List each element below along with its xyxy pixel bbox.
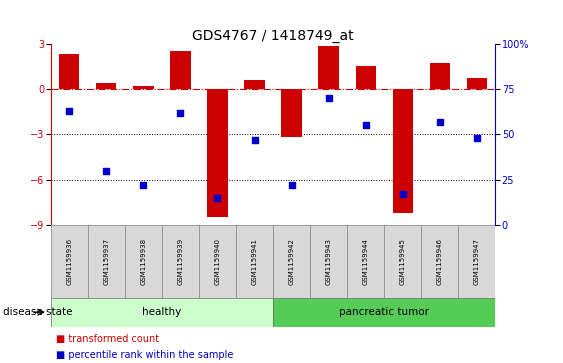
Point [472, 135, 481, 141]
Bar [244, 80, 265, 89]
Bar [458, 225, 495, 298]
Bar [170, 51, 191, 89]
Text: GSM1159946: GSM1159946 [437, 238, 443, 285]
Text: GSM1159947: GSM1159947 [474, 238, 480, 285]
Text: ■ percentile rank within the sample: ■ percentile rank within the sample [56, 350, 234, 360]
Bar [467, 78, 487, 89]
Bar [273, 298, 495, 327]
Point [324, 95, 333, 101]
Bar [162, 225, 199, 298]
Bar [59, 54, 79, 89]
Bar [384, 225, 421, 298]
Text: GSM1159944: GSM1159944 [363, 238, 369, 285]
Bar [133, 86, 154, 89]
Bar [347, 225, 384, 298]
Point [213, 195, 222, 201]
Bar [96, 83, 117, 89]
Bar [421, 225, 458, 298]
Text: disease state: disease state [3, 307, 72, 317]
Point [287, 182, 296, 188]
Point [361, 122, 370, 128]
Bar [319, 46, 339, 89]
Bar [88, 225, 125, 298]
Bar [355, 66, 376, 89]
Text: GSM1159945: GSM1159945 [400, 238, 406, 285]
Text: pancreatic tumor: pancreatic tumor [339, 307, 429, 317]
Bar [51, 298, 273, 327]
Text: healthy: healthy [142, 307, 181, 317]
Text: GSM1159940: GSM1159940 [215, 238, 221, 285]
Bar [430, 63, 450, 89]
Point [435, 119, 444, 125]
Point [65, 108, 74, 114]
Text: GSM1159942: GSM1159942 [289, 238, 294, 285]
Point [398, 191, 407, 197]
Title: GDS4767 / 1418749_at: GDS4767 / 1418749_at [192, 29, 354, 42]
Point [176, 110, 185, 115]
Point [102, 168, 111, 174]
Bar [125, 225, 162, 298]
Text: GSM1159943: GSM1159943 [325, 238, 332, 285]
Text: ■ transformed count: ■ transformed count [56, 334, 159, 344]
Point [250, 137, 259, 143]
Bar [273, 225, 310, 298]
Bar [310, 225, 347, 298]
Text: GSM1159939: GSM1159939 [177, 238, 184, 285]
Text: GSM1159937: GSM1159937 [103, 238, 109, 285]
Point [139, 182, 148, 188]
Bar [51, 225, 88, 298]
Text: GSM1159941: GSM1159941 [252, 238, 257, 285]
Bar [199, 225, 236, 298]
Bar [282, 89, 302, 137]
Bar [207, 89, 227, 217]
Bar [392, 89, 413, 213]
Bar [236, 225, 273, 298]
Text: GSM1159936: GSM1159936 [66, 238, 72, 285]
Text: GSM1159938: GSM1159938 [140, 238, 146, 285]
